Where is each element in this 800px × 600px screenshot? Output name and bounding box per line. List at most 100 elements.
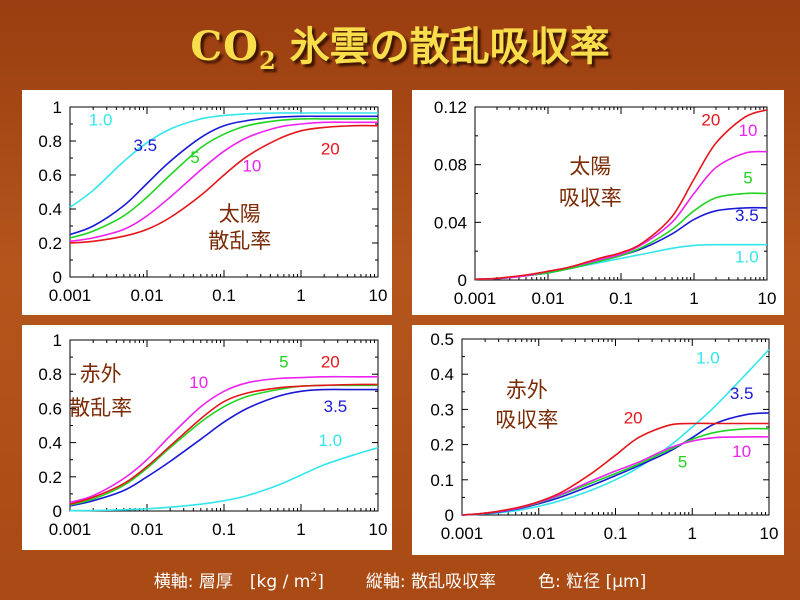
footer-y-axis: 縦軸: 散乱吸収率	[365, 572, 497, 592]
series-label-3-5: 3.5	[735, 206, 759, 225]
series-line-3-5	[69, 115, 378, 236]
series-label-3-5: 3.5	[324, 397, 348, 416]
x-tick-label: 0.01	[522, 524, 555, 543]
y-tick-label: 0.4	[38, 200, 62, 219]
x-tick-label: 10	[369, 520, 388, 539]
y-tick-label: 0	[458, 271, 467, 290]
series-label-20: 20	[701, 111, 720, 130]
footer-caption: 横軸: 層厚 [kg / m2] 縦軸: 散乱吸収率 色: 粒径 [μm]	[0, 567, 800, 592]
series-label-1-0: 1.0	[696, 349, 720, 368]
series-label-3-5: 3.5	[730, 384, 754, 403]
y-tick-label: 0.08	[434, 156, 467, 175]
panel-label-line: 吸収率	[495, 408, 558, 432]
page-title: CO2 氷雲の散乱吸収率	[0, 14, 800, 75]
y-tick-label: 0.4	[430, 365, 454, 384]
y-tick-label: 0.2	[38, 234, 62, 253]
series-label-1-0: 1.0	[89, 111, 113, 130]
series-line-1-0	[69, 446, 379, 512]
y-tick-label: 0.8	[38, 132, 62, 151]
y-tick-label: 0	[53, 268, 62, 287]
solar-scattering-svg: 0 0.2 0.4 0.6 0.8 1 0.001 0.01 0.1 1 10 1.0 3.5 5 10 20…	[38, 98, 388, 305]
series-line-1-0	[69, 112, 378, 208]
panel-label-line: 太陽	[569, 154, 611, 178]
series-label-5: 5	[743, 168, 752, 187]
y-tick-label: 0.6	[38, 166, 62, 185]
y-tick-label: 1	[53, 331, 62, 350]
series-label-5: 5	[190, 148, 199, 167]
title-co: CO	[190, 23, 260, 70]
x-tick-label: 0.001	[441, 524, 484, 543]
y-tick-label: 0.04	[434, 213, 467, 232]
series-line-10	[69, 121, 378, 243]
x-tick-label: 10	[758, 289, 777, 308]
footer-x-axis: 横軸: 層厚 [kg / m2]	[153, 570, 324, 592]
series-line-10	[474, 150, 768, 281]
footer-x-axis-end: ]	[317, 572, 324, 592]
ir-scattering-svg: 0 0.2 0.4 0.6 0.8 1 0.001 0.01 0.1 1 10 10 5 20 3.5 1.0…	[38, 331, 388, 539]
series-label-20: 20	[321, 352, 340, 371]
series-label-10: 10	[739, 121, 758, 140]
series-line-1-0	[461, 349, 770, 516]
x-tick-label: 1	[296, 520, 305, 539]
series-label-3-5: 3.5	[133, 136, 157, 155]
series-line-10	[69, 375, 378, 504]
x-tick-label: 0.01	[130, 520, 163, 539]
series-label-1-0: 1.0	[318, 431, 342, 450]
y-tick-label: 0.2	[38, 468, 62, 487]
footer-x-axis-sup: 2	[310, 570, 318, 584]
solar-absorption-svg: 0 0.04 0.08 0.12 0.001 0.01 0.1 1 10 20 10 5 3.5 1.0 太…	[434, 98, 777, 308]
y-tick-label: 0.4	[38, 434, 62, 453]
x-tick-label: 0.1	[212, 286, 236, 305]
x-tick-label: 0.1	[212, 520, 236, 539]
ir-absorption-svg: 0 0.1 0.2 0.3 0.4 0.5 0.001 0.01 0.1 1 10 1.0 3.5 20 5…	[430, 330, 779, 543]
x-tick-label: 0.001	[49, 520, 92, 539]
y-tick-label: 0.8	[38, 365, 62, 384]
chart-solar-absorption: 0 0.04 0.08 0.12 0.001 0.01 0.1 1 10 20 10 5 3.5 1.0 太…	[412, 90, 784, 315]
y-tick-label: 1	[53, 98, 62, 117]
series-line-20	[461, 422, 769, 516]
series-label-10: 10	[242, 157, 261, 176]
panel-label-line: 太陽	[219, 202, 261, 226]
panel-label-line: 散乱率	[208, 229, 271, 253]
x-tick-label: 0.01	[130, 286, 163, 305]
y-tick-label: 0.2	[430, 436, 454, 455]
series-label-20: 20	[624, 408, 643, 427]
chart-ir-scattering: 0 0.2 0.4 0.6 0.8 1 0.001 0.01 0.1 1 10 10 5 20 3.5 1.0…	[22, 325, 392, 550]
series-line-3-5	[474, 206, 768, 281]
x-tick-label: 10	[369, 286, 388, 305]
x-tick-label: 0.001	[49, 286, 92, 305]
series-label-1-0: 1.0	[735, 248, 759, 267]
y-tick-label: 0.5	[430, 330, 454, 349]
series-line-5	[69, 117, 378, 239]
series-line-20	[474, 109, 768, 281]
x-tick-label: 1	[689, 289, 698, 308]
title-subscript: 2	[259, 46, 276, 75]
chart-ir-absorption: 0 0.1 0.2 0.3 0.4 0.5 0.001 0.01 0.1 1 10 1.0 3.5 20 5…	[412, 325, 784, 555]
panel-label-line: 吸収率	[559, 186, 622, 210]
x-tick-label: 0.01	[531, 289, 564, 308]
series-label-5: 5	[279, 352, 288, 371]
y-tick-label: 0.1	[430, 471, 454, 490]
y-tick-label: 0.6	[38, 399, 62, 418]
title-rest: 氷雲の散乱吸収率	[275, 23, 610, 70]
y-tick-label: 0.12	[434, 98, 467, 117]
series-label-10: 10	[732, 442, 751, 461]
series-line-20	[69, 383, 379, 505]
chart-solar-scattering: 0 0.2 0.4 0.6 0.8 1 0.001 0.01 0.1 1 10 1.0 3.5 5 10 20…	[22, 90, 392, 315]
x-tick-label: 0.001	[454, 289, 497, 308]
series-line-3-5	[69, 388, 378, 507]
series-line-20	[69, 124, 379, 244]
x-tick-label: 0.1	[609, 289, 633, 308]
y-tick-label: 0.3	[430, 400, 454, 419]
x-tick-label: 0.1	[604, 524, 628, 543]
y-tick-label: 0	[445, 506, 454, 525]
series-label-10: 10	[189, 373, 208, 392]
series-label-5: 5	[678, 452, 687, 471]
x-tick-label: 1	[296, 286, 305, 305]
series-label-20: 20	[321, 140, 340, 159]
x-tick-label: 1	[688, 524, 697, 543]
panel-label-line: 散乱率	[69, 396, 132, 420]
y-tick-label: 0	[53, 502, 62, 521]
footer-x-axis-text: 横軸: 層厚 [kg / m	[153, 572, 311, 592]
x-tick-label: 10	[760, 524, 779, 543]
